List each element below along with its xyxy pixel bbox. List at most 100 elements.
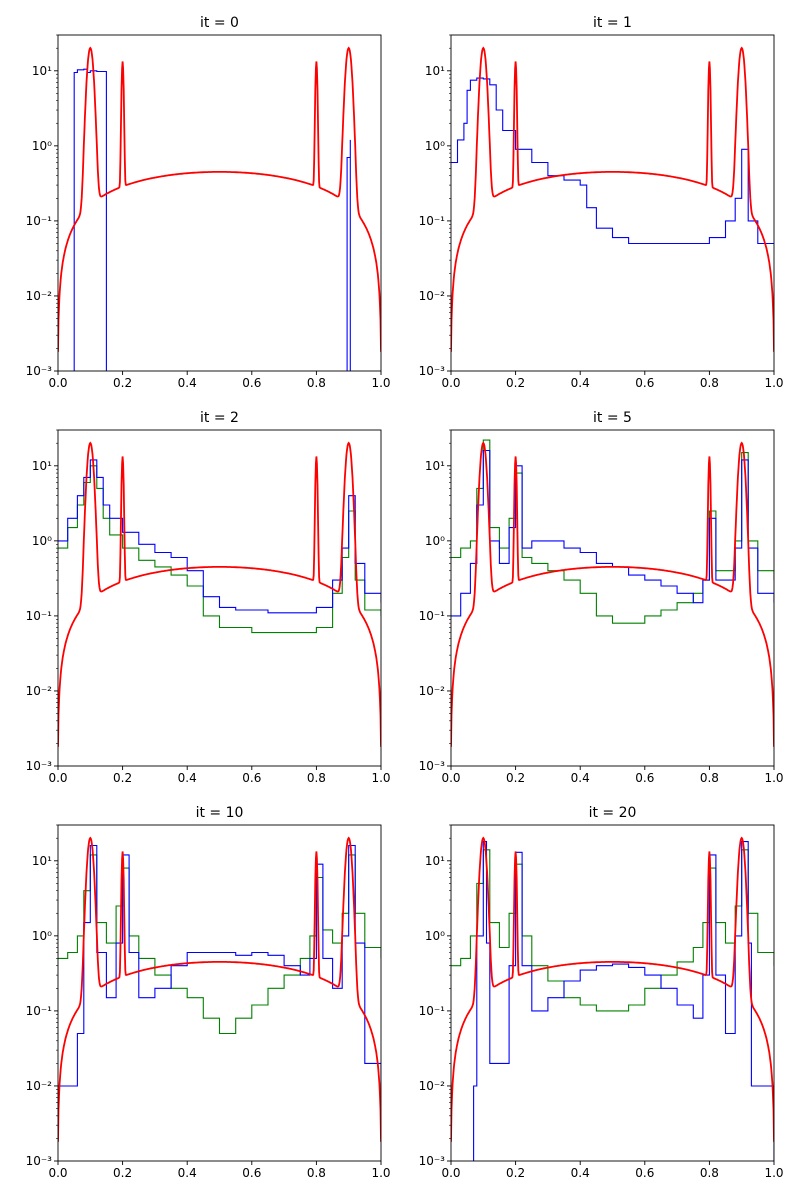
y-tick-label: 10⁰: [32, 929, 52, 943]
x-tick-label: 0.4: [571, 376, 590, 390]
x-tick-label: 0.8: [307, 1166, 326, 1180]
subplot-title: it = 2: [200, 410, 239, 426]
plot-area: [451, 46, 774, 352]
plot-area: [451, 439, 774, 747]
y-tick-label: 10⁻²: [419, 289, 446, 303]
target-curve: [451, 836, 774, 1142]
x-tick-label: 0.4: [178, 771, 197, 785]
axes-frame: [57, 34, 382, 372]
x-tick-label: 1.0: [764, 771, 783, 785]
y-tick-label: 10¹: [32, 459, 52, 473]
green-histogram: [451, 849, 774, 1012]
y-tick-label: 10⁻³: [419, 759, 446, 773]
y-tick-label: 10⁻²: [419, 684, 446, 698]
y-tick-label: 10⁻³: [419, 1154, 446, 1168]
subplot-4: 0.0 0.2 0.4 0.6 0.8 1.0 10⁻³ 10⁻² 10⁻¹ 10⁰ 10¹ it =…: [26, 805, 391, 1180]
y-tick-label: 10⁻³: [26, 759, 53, 773]
y-tick-label: 10⁻²: [419, 1079, 446, 1093]
subplot-title: it = 20: [589, 805, 637, 821]
x-tick-label: 0.0: [441, 376, 460, 390]
x-tick-label: 0.8: [700, 376, 719, 390]
y-tick-label: 10⁻³: [26, 1154, 53, 1168]
x-tick-label: 0.6: [635, 1166, 654, 1180]
y-tick-label: 10⁻²: [26, 1079, 53, 1093]
x-tick-label: 1.0: [764, 1166, 783, 1180]
x-tick-label: 0.4: [571, 771, 590, 785]
x-tick-label: 0.6: [242, 771, 261, 785]
x-tick-label: 0.8: [700, 1166, 719, 1180]
blue-histogram: [58, 459, 381, 614]
x-tick-label: 1.0: [371, 771, 390, 785]
x-tick-label: 0.2: [113, 1166, 132, 1180]
y-tick-label: 10⁰: [425, 534, 445, 548]
y-tick-label: 10¹: [425, 854, 445, 868]
y-tick-label: 10⁻¹: [26, 214, 53, 228]
x-tick-label: 0.2: [113, 771, 132, 785]
y-tick-label: 10⁻¹: [419, 1004, 446, 1018]
x-tick-label: 0.6: [635, 376, 654, 390]
y-tick-label: 10¹: [425, 459, 445, 473]
subplot-0: 0.0 0.2 0.4 0.6 0.8 1.0 10⁻³ 10⁻² 10⁻¹ 10⁰ 10¹ it =…: [26, 15, 391, 390]
subplot-title: it = 0: [200, 15, 239, 31]
y-tick-label: 10¹: [32, 854, 52, 868]
subplot-title: it = 5: [593, 410, 632, 426]
plot-area: [58, 836, 381, 1142]
subplot-title: it = 10: [196, 805, 244, 821]
blue-histogram: [451, 449, 774, 617]
axes-frame: [450, 824, 775, 1162]
subplot-1: 0.0 0.2 0.4 0.6 0.8 1.0 10⁻³ 10⁻² 10⁻¹ 10⁰ 10¹ it =…: [419, 15, 784, 390]
plot-area: [451, 836, 774, 1161]
x-tick-label: 0.2: [506, 376, 525, 390]
y-tick-label: 10⁻¹: [26, 609, 53, 623]
x-tick-label: 1.0: [764, 376, 783, 390]
y-tick-label: 10¹: [425, 64, 445, 78]
x-tick-label: 0.4: [178, 1166, 197, 1180]
y-tick-label: 10⁻³: [26, 364, 53, 378]
blue-histogram: [451, 77, 774, 245]
axes-frame: [57, 824, 382, 1162]
blue-histogram: [73, 68, 351, 371]
y-tick-label: 10⁻¹: [26, 1004, 53, 1018]
x-tick-label: 0.6: [242, 1166, 261, 1180]
target-curve: [58, 441, 381, 747]
y-tick-label: 10⁰: [425, 929, 445, 943]
x-tick-label: 0.0: [48, 771, 67, 785]
y-tick-label: 10¹: [32, 64, 52, 78]
x-tick-label: 0.8: [307, 376, 326, 390]
y-tick-label: 10⁰: [425, 139, 445, 153]
x-tick-label: 1.0: [371, 376, 390, 390]
target-curve: [451, 441, 774, 747]
axes-frame: [450, 429, 775, 767]
x-tick-label: 0.0: [48, 376, 67, 390]
target-curve: [58, 836, 381, 1142]
plot-area: [58, 441, 381, 747]
x-tick-label: 0.4: [571, 1166, 590, 1180]
y-tick-label: 10⁻¹: [419, 214, 446, 228]
plot-area: [58, 46, 381, 371]
target-curve: [451, 46, 774, 352]
blue-histogram: [473, 841, 774, 1161]
y-tick-label: 10⁻¹: [419, 609, 446, 623]
subplot-5: 0.0 0.2 0.4 0.6 0.8 1.0 10⁻³ 10⁻² 10⁻¹ 10⁰ 10¹ it =…: [419, 805, 784, 1180]
blue-histogram: [58, 844, 381, 1087]
x-tick-label: 0.2: [506, 1166, 525, 1180]
y-tick-label: 10⁻²: [26, 289, 53, 303]
subplot-title: it = 1: [593, 15, 632, 31]
x-tick-label: 0.6: [242, 376, 261, 390]
y-tick-label: 10⁰: [32, 534, 52, 548]
axes-frame: [450, 34, 775, 372]
x-tick-label: 1.0: [371, 1166, 390, 1180]
green-histogram: [451, 439, 774, 624]
y-tick-label: 10⁻³: [419, 364, 446, 378]
subplot-3: 0.0 0.2 0.4 0.6 0.8 1.0 10⁻³ 10⁻² 10⁻¹ 10⁰ 10¹ it =…: [419, 410, 784, 785]
x-tick-label: 0.8: [307, 771, 326, 785]
x-tick-label: 0.0: [441, 1166, 460, 1180]
y-tick-label: 10⁰: [32, 139, 52, 153]
y-tick-label: 10⁻²: [26, 684, 53, 698]
x-tick-label: 0.0: [441, 771, 460, 785]
green-histogram: [58, 854, 381, 1035]
target-curve: [58, 46, 381, 352]
x-tick-label: 0.6: [635, 771, 654, 785]
x-tick-label: 0.2: [506, 771, 525, 785]
